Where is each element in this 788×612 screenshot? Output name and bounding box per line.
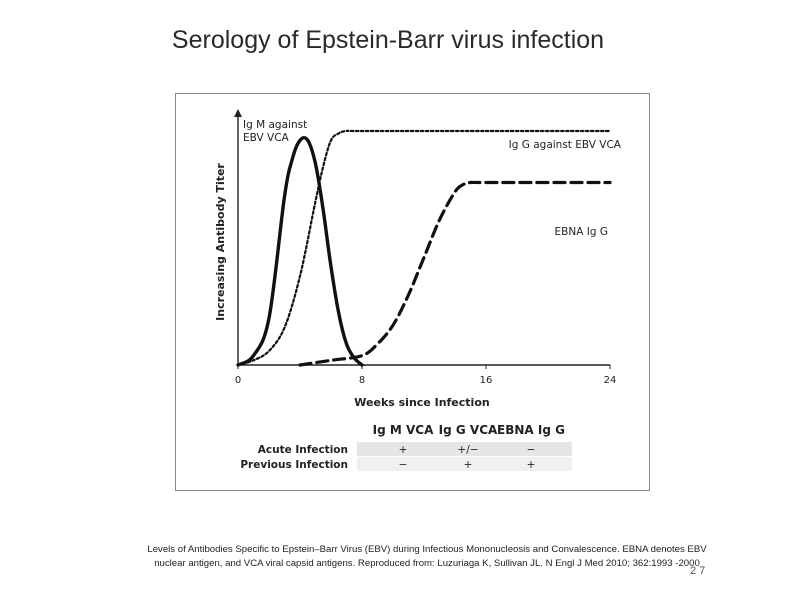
series-label: EBNA Ig G: [555, 226, 608, 238]
y-axis-title: Increasing Antibody Titer: [214, 163, 227, 321]
table-cell: +: [464, 459, 473, 471]
table-column-header: EBNA Ig G: [497, 423, 565, 437]
table-cell: +/−: [457, 444, 478, 456]
x-tick-label: 24: [604, 375, 617, 386]
series-label: EBV VCA: [243, 132, 290, 144]
y-axis-arrowhead: [234, 109, 242, 117]
series-line-igm-against-ebv-vca: [236, 136, 364, 367]
table-column-header: Ig G VCA: [439, 423, 498, 437]
series-label: Ig M against: [243, 119, 307, 131]
table-cell: +: [399, 444, 408, 456]
series-label: Ig G against EBV VCA: [509, 139, 622, 151]
table-cell: −: [399, 459, 408, 471]
table-cell: −: [527, 444, 536, 456]
table-row-label: Acute Infection: [258, 444, 348, 456]
x-axis-title: Weeks since Infection: [354, 396, 489, 409]
x-tick-label: 0: [235, 375, 241, 386]
figure-caption: Levels of Antibodies Specific to Epstein…: [147, 544, 707, 569]
figure-panel: 0 8 16 24 Weeks since Infection Increasing An…: [175, 93, 650, 491]
table-cell: +: [527, 459, 536, 471]
antibody-titer-chart: 0 8 16 24 Weeks since Infection Increasing An…: [214, 109, 622, 471]
table-row-background: [357, 442, 572, 456]
x-tick-label: 8: [359, 375, 365, 386]
table-column-header: Ig M VCA: [373, 423, 434, 437]
page-number: 27: [690, 565, 709, 577]
series-line-igg-against-ebv-vca: [236, 129, 612, 367]
x-tick-label: 16: [480, 375, 493, 386]
table-row-label: Previous Infection: [240, 459, 348, 471]
table-row-background: [357, 457, 572, 471]
series-line-ebna-igg: [298, 180, 612, 367]
slide-title: Serology of Epstein-Barr virus infection: [171, 26, 605, 54]
